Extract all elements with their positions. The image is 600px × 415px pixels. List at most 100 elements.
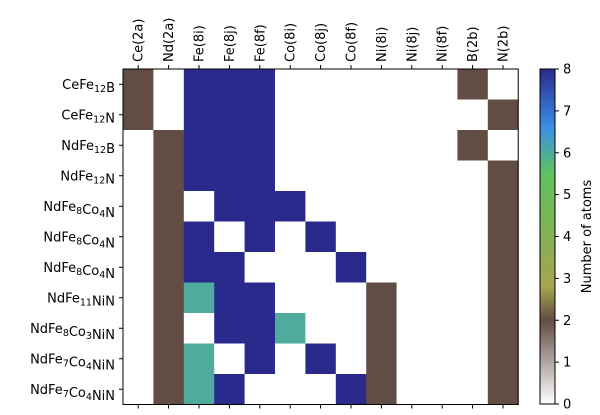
heatmap-cell-r5-c1 (153, 221, 185, 253)
column-label: Ni(8j) (405, 27, 420, 62)
heatmap-cell-r6-c2 (183, 252, 215, 283)
row-ticks: CeFe12B CeFe12N NdFe12B NdFe12N NdFe8Co4N NdF… (30, 78, 123, 404)
heatmap-cell-r1-c9 (396, 99, 428, 131)
heatmap-cell-r5-c2 (183, 221, 215, 253)
column-label: Fe(8f) (253, 24, 268, 62)
heatmap-cell-r6-c1 (153, 252, 185, 283)
heatmap-cell-r10-c0 (123, 374, 154, 405)
heatmap-cell-r8-c0 (123, 313, 154, 344)
heatmap-cell-r4-c1 (153, 191, 185, 222)
heatmap-cell-r2-c4 (244, 130, 276, 161)
row-label: NdFe8Co3NiN (30, 322, 115, 343)
heatmap-cell-r10-c6 (305, 374, 337, 405)
row-label: NdFe7Co4NiN (30, 383, 115, 404)
heatmap-cell-r5-c3 (214, 221, 245, 253)
colorbar-label: Number of atoms (580, 180, 595, 294)
heatmap-cell-r2-c8 (366, 130, 397, 161)
heatmap-cell-r10-c8 (366, 374, 397, 405)
colorbar-gradient (540, 69, 555, 404)
heatmap-cell-r7-c2 (183, 282, 215, 314)
heatmap-cell-r6-c11 (457, 252, 489, 283)
heatmap-cell-r3-c5 (275, 160, 306, 192)
heatmap-cell-r6-c5 (275, 252, 306, 283)
heatmap-cell-r5-c9 (396, 221, 428, 253)
heatmap-cell-r8-c1 (153, 313, 185, 344)
heatmap-cell-r0-c3 (214, 69, 245, 100)
heatmap-cell-r2-c5 (275, 130, 306, 161)
heatmap-cell-r5-c6 (305, 221, 337, 253)
heatmap-cell-r1-c8 (366, 99, 397, 131)
heatmap-cell-r9-c11 (457, 343, 489, 375)
heatmap-cell-r10-c4 (244, 374, 276, 405)
row-label: NdFe8Co4N (43, 200, 115, 221)
row-label: NdFe8Co4N (43, 261, 115, 282)
heatmap-cell-r8-c9 (396, 313, 428, 344)
column-label: Co(8i) (284, 23, 299, 62)
heatmap-cell-r3-c2 (183, 160, 215, 192)
heatmap-cell-r9-c0 (123, 343, 154, 375)
heatmap-cell-r4-c12 (487, 191, 519, 222)
heatmap-cell-r1-c10 (427, 99, 458, 131)
heatmap-cell-r1-c7 (335, 99, 367, 131)
heatmap-cell-r3-c12 (487, 160, 519, 192)
heatmap-cell-r3-c1 (153, 160, 185, 192)
colorbar-ticks: 0 1 2 3 4 5 6 7 8 (555, 63, 571, 413)
heatmap-cell-r0-c5 (275, 69, 306, 100)
heatmap-cell-r2-c3 (214, 130, 245, 161)
column-label: N(2b) (497, 26, 512, 62)
heatmap-cell-r10-c11 (457, 374, 489, 405)
heatmap-cell-r1-c4 (244, 99, 276, 131)
heatmap-cell-r0-c9 (396, 69, 428, 100)
heatmap-cell-r10-c9 (396, 374, 428, 405)
heatmap-cell-r3-c10 (427, 160, 458, 192)
heatmap-cell-r2-c0 (123, 130, 154, 161)
row-label: CeFe12N (61, 108, 115, 126)
column-label: Ce(2a) (132, 19, 147, 62)
heatmap-cell-r6-c9 (396, 252, 428, 283)
heatmap-cell-r10-c3 (214, 374, 245, 405)
heatmap-cell-r7-c5 (275, 282, 306, 314)
heatmap-cell-r4-c4 (244, 191, 276, 222)
heatmap-cell-r3-c0 (123, 160, 154, 192)
heatmap-cell-r5-c0 (123, 221, 154, 253)
heatmap-cell-r7-c10 (427, 282, 458, 314)
heatmap-cell-r10-c10 (427, 374, 458, 405)
heatmap-cell-r2-c9 (396, 130, 428, 161)
colorbar: 0 1 2 3 4 5 6 7 8 Number of atoms (539, 63, 595, 413)
heatmap-cell-r2-c11 (457, 130, 489, 161)
heatmap-cell-r7-c6 (305, 282, 337, 314)
heatmap-cell-r0-c10 (427, 69, 458, 100)
heatmap-cell-r0-c7 (335, 69, 367, 100)
heatmap-cell-r9-c10 (427, 343, 458, 375)
colorbar-tick-label: 2 (563, 314, 571, 329)
heatmap-cell-r0-c12 (487, 69, 519, 100)
heatmap-cell-r9-c2 (183, 343, 215, 375)
heatmap-cell-r3-c7 (335, 160, 367, 192)
colorbar-tick-label: 8 (563, 63, 571, 78)
heatmap-cell-r10-c1 (153, 374, 185, 405)
colorbar-tick-label: 5 (563, 188, 571, 203)
heatmap-cell-r9-c3 (214, 343, 245, 375)
heatmap-cell-r4-c0 (123, 191, 154, 222)
heatmap-cell-r5-c11 (457, 221, 489, 253)
heatmap-cell-r7-c9 (396, 282, 428, 314)
heatmap-cell-r6-c8 (366, 252, 397, 283)
heatmap-cell-r9-c9 (396, 343, 428, 375)
heatmap-cell-r10-c2 (183, 374, 215, 405)
heatmap-cell-r7-c8 (366, 282, 397, 314)
heatmap-cell-r0-c2 (183, 69, 215, 100)
row-label: NdFe11NiN (47, 291, 115, 309)
heatmap-cell-r0-c1 (153, 69, 185, 100)
heatmap-cell-r8-c12 (487, 313, 519, 344)
heatmap-cell-r3-c6 (305, 160, 337, 192)
heatmap-cell-r6-c12 (487, 252, 519, 283)
heatmap-cell-r7-c7 (335, 282, 367, 314)
heatmap-cell-r2-c6 (305, 130, 337, 161)
colorbar-tick-label: 6 (563, 146, 571, 161)
heatmap-cell-r1-c5 (275, 99, 306, 131)
heatmap-cell-r0-c6 (305, 69, 337, 100)
heatmap-cell-r5-c7 (335, 221, 367, 253)
heatmap-cell-r4-c11 (457, 191, 489, 222)
column-label: Nd(2a) (162, 18, 177, 62)
heatmap-cell-r9-c4 (244, 343, 276, 375)
